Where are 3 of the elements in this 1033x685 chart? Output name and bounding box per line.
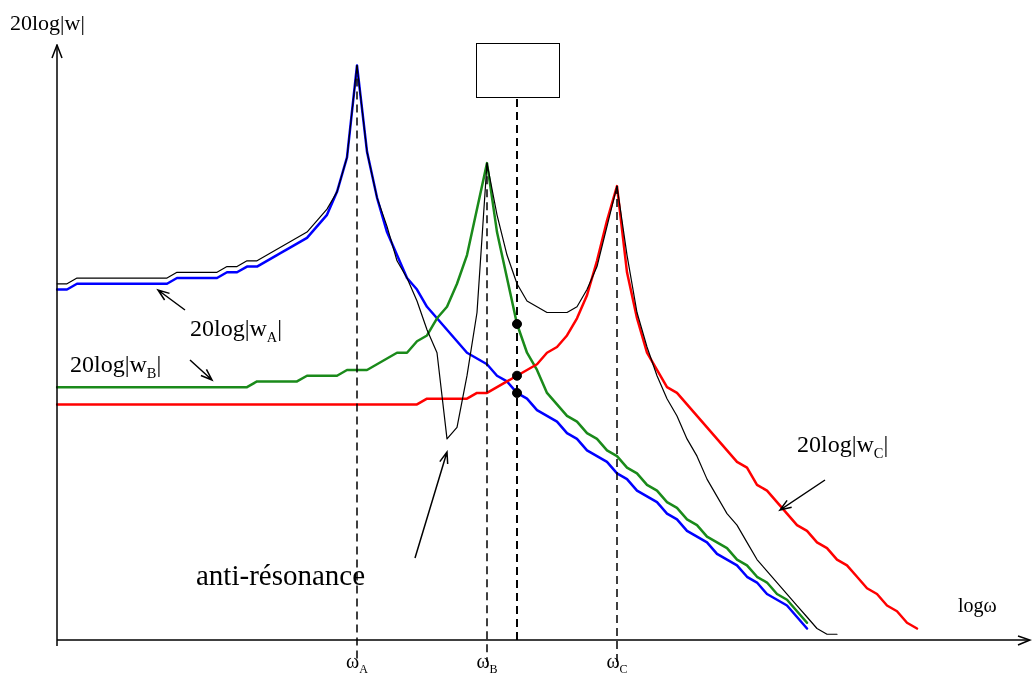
y-axis-title: 20log|w|: [10, 10, 85, 35]
annotation: anti-résonance: [196, 559, 366, 591]
x-axis-title: logω: [958, 594, 997, 617]
